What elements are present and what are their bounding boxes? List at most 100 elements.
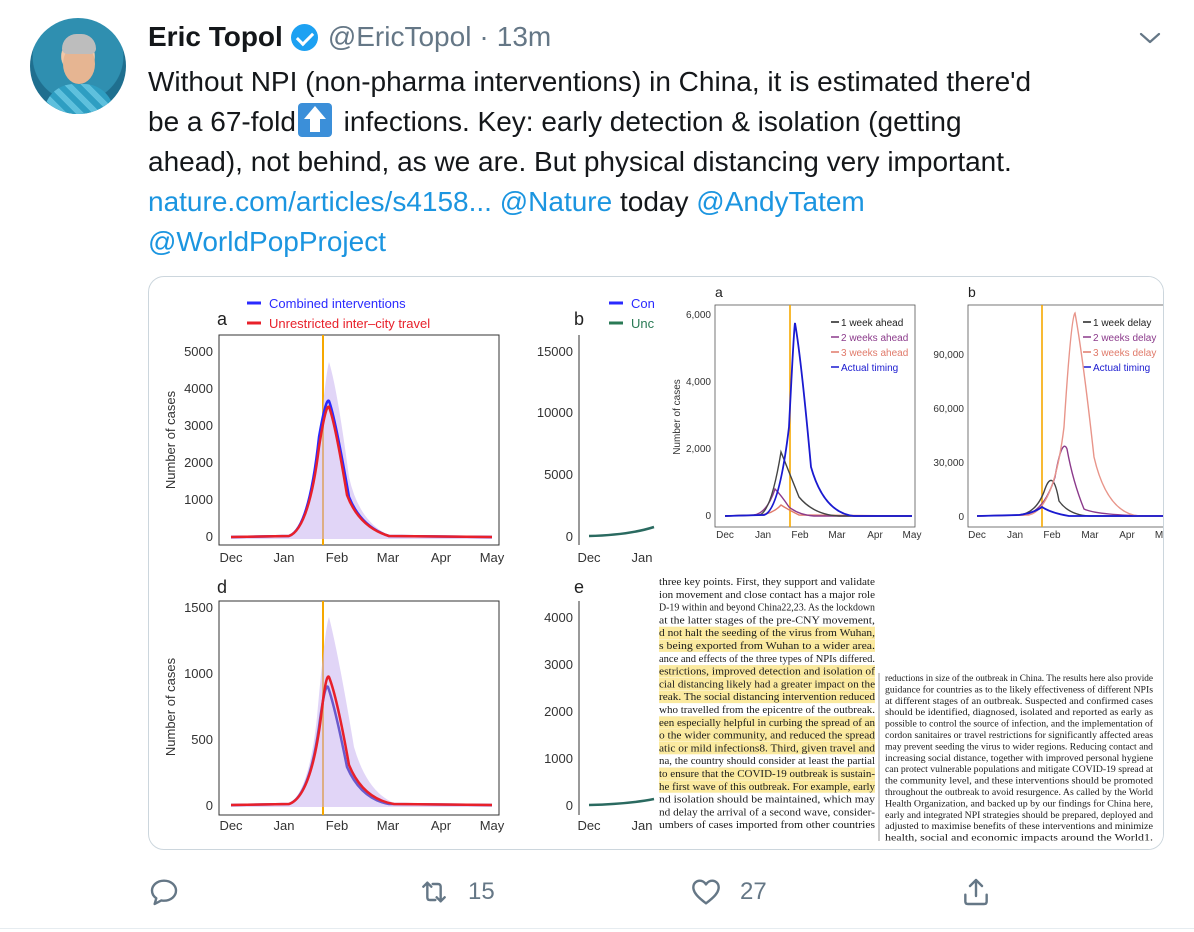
tick-d-apr: Apr xyxy=(431,818,452,833)
tick-b-15000: 15000 xyxy=(537,344,573,359)
legend-1-week-delay: 1 week delay xyxy=(1093,318,1151,329)
like-button[interactable]: 27 xyxy=(690,868,767,916)
author-name[interactable]: Eric Topol xyxy=(148,21,283,52)
tweet-bottom-divider xyxy=(0,928,1194,929)
legend-combined-interventions: Combined interventions xyxy=(269,296,406,311)
tick-x-mar: Mar xyxy=(377,550,400,565)
paper-right-line: increasing social distance, together wit… xyxy=(885,754,1153,764)
legend-1-week-ahead: 1 week ahead xyxy=(841,318,903,329)
right-panel-a: a 6,000 4,000 2,000 0 Dec Jan Feb Mar Ap… xyxy=(672,284,921,541)
tick-ra-dec: Dec xyxy=(716,530,734,541)
paper-left-line: ance and effects of the three types of N… xyxy=(659,654,875,665)
left-panel-a: a Combined interventions Unrestricted in… xyxy=(163,296,505,565)
paper-left-line: at the latter stages of the pre-CNY move… xyxy=(659,615,875,626)
panel-label-a: a xyxy=(217,309,228,329)
paper-left-line: D-19 within and beyond China22,23. As th… xyxy=(659,603,875,614)
avatar-hair xyxy=(62,34,96,54)
reply-icon xyxy=(150,879,178,906)
panel-d-frame xyxy=(218,600,500,816)
mention-worldpopproject[interactable]: @WorldPopProject xyxy=(148,226,386,257)
tick-d-mar: Mar xyxy=(377,818,400,833)
tick-rb-jan: Jan xyxy=(1007,530,1023,541)
tweet-timestamp[interactable]: 13m xyxy=(496,21,552,52)
mention-nature[interactable]: @Nature xyxy=(499,186,613,217)
tick-y-1000: 1000 xyxy=(184,492,213,507)
legend-3-weeks-delay: 3 weeks delay xyxy=(1093,348,1156,359)
tick-rb-dec: Dec xyxy=(968,530,986,541)
tick-ra-mar: Mar xyxy=(828,530,846,541)
retweet-count: 15 xyxy=(468,878,495,905)
right-panel-b: b 90,000 60,000 30,000 0 Dec Jan Feb Mar… xyxy=(933,284,1163,541)
paper-right-line: health, social and economic impacts arou… xyxy=(885,834,1153,844)
paper-right-line: reductions in size of the outbreak in Ch… xyxy=(885,673,1153,684)
tick-ra-2000: 2,000 xyxy=(686,444,711,455)
text-highlight xyxy=(659,716,875,729)
tick-rb-m: M xyxy=(1155,530,1163,541)
tick-b-dec: Dec xyxy=(577,550,601,565)
panel-label-e: e xyxy=(574,577,584,597)
series-combined xyxy=(230,399,493,539)
tweet-media-image[interactable]: a Combined interventions Unrestricted in… xyxy=(148,276,1164,850)
tick-x-apr: Apr xyxy=(431,550,452,565)
tick-e-jan: Jan xyxy=(632,818,653,833)
series-e xyxy=(588,797,655,807)
word-today: today xyxy=(619,186,689,217)
tweet-text-line-2: infections. Key: early detection & isola… xyxy=(343,106,962,137)
series-1-week-delay xyxy=(976,479,1163,517)
panel-label-d: d xyxy=(217,577,227,597)
separator-dot: · xyxy=(479,21,489,52)
tweet-text-line-3: ahead), not behind, as we are. But physi… xyxy=(148,146,1012,177)
tick-ra-6000: 6,000 xyxy=(686,310,711,321)
text-highlight xyxy=(659,677,875,691)
tick-d-feb: Feb xyxy=(326,818,348,833)
paper-right-line: possible to control the source of infect… xyxy=(885,719,1154,730)
tick-ra-may: May xyxy=(903,530,922,541)
article-link[interactable]: nature.com/articles/s4158... xyxy=(148,186,492,217)
tick-b-5000: 5000 xyxy=(544,467,573,482)
reply-button[interactable] xyxy=(148,868,198,916)
y-axis-label-d: Number of cases xyxy=(163,657,178,756)
tick-x-may: May xyxy=(480,550,505,565)
text-highlight xyxy=(659,780,875,793)
paper-right-line: can protect vulnerable populations and m… xyxy=(885,765,1153,775)
paper-excerpt-right-column: reductions in size of the outbreak in Ch… xyxy=(885,673,1154,844)
author-handle[interactable]: @EricTopol xyxy=(327,21,472,52)
like-count: 27 xyxy=(740,878,767,905)
paper-right-line: early and integrated NPI strategies shou… xyxy=(885,811,1153,821)
tweet-header: Eric Topol @EricTopol · 13m xyxy=(148,20,551,54)
legend-b-2: Unc xyxy=(631,316,655,331)
paper-left-line: na, the country should consider at least… xyxy=(659,756,875,767)
mention-andytatem[interactable]: @AndyTatem xyxy=(696,186,865,217)
paper-left-line: reak. The social distancing intervention… xyxy=(659,692,875,703)
text-highlight xyxy=(659,741,875,755)
paper-left-line: nd isolation should be maintained, which… xyxy=(659,795,876,806)
tick-e-1000: 1000 xyxy=(544,751,573,766)
paper-left-line: een especially helpful in curbing the sp… xyxy=(659,718,875,729)
tick-e-2000: 2000 xyxy=(544,704,573,719)
paper-right-line: should be identified, diagnosed, isolate… xyxy=(885,707,1153,718)
retweet-button[interactable]: 15 xyxy=(418,868,495,916)
chevron-down-icon[interactable] xyxy=(1138,26,1162,50)
share-button[interactable] xyxy=(960,868,1010,916)
retweet-icon xyxy=(422,881,446,903)
legend-b-1: Con xyxy=(631,296,655,311)
ci-band-d xyxy=(231,617,492,807)
right-panel-label-b: b xyxy=(968,284,976,300)
series-2-weeks-ahead xyxy=(724,487,912,517)
tweet-actions-bar: 15 27 xyxy=(0,868,1194,916)
share-icon xyxy=(964,878,988,906)
author-avatar[interactable] xyxy=(30,18,126,114)
tick-e-dec: Dec xyxy=(577,818,601,833)
paper-left-line: s being exported from Wuhan to a wider a… xyxy=(659,641,875,652)
paper-left-line: ion movement and close contact has a maj… xyxy=(659,590,876,601)
text-highlight xyxy=(659,665,875,678)
paper-right-line: at different stages of an outbreak. Susp… xyxy=(885,696,1153,707)
paper-right-line: guidance for countries as to the likely … xyxy=(885,684,1153,695)
tick-rb-feb: Feb xyxy=(1043,530,1061,541)
series-d-unrestricted xyxy=(230,675,493,807)
paper-left-line: three key points. First, they support an… xyxy=(659,577,876,588)
tick-x-feb: Feb xyxy=(326,550,348,565)
left-panel-e: e 4000 3000 2000 1000 0 Dec Jan xyxy=(544,577,655,833)
text-highlight xyxy=(659,767,875,780)
tick-ra-4000: 4,000 xyxy=(686,377,711,388)
